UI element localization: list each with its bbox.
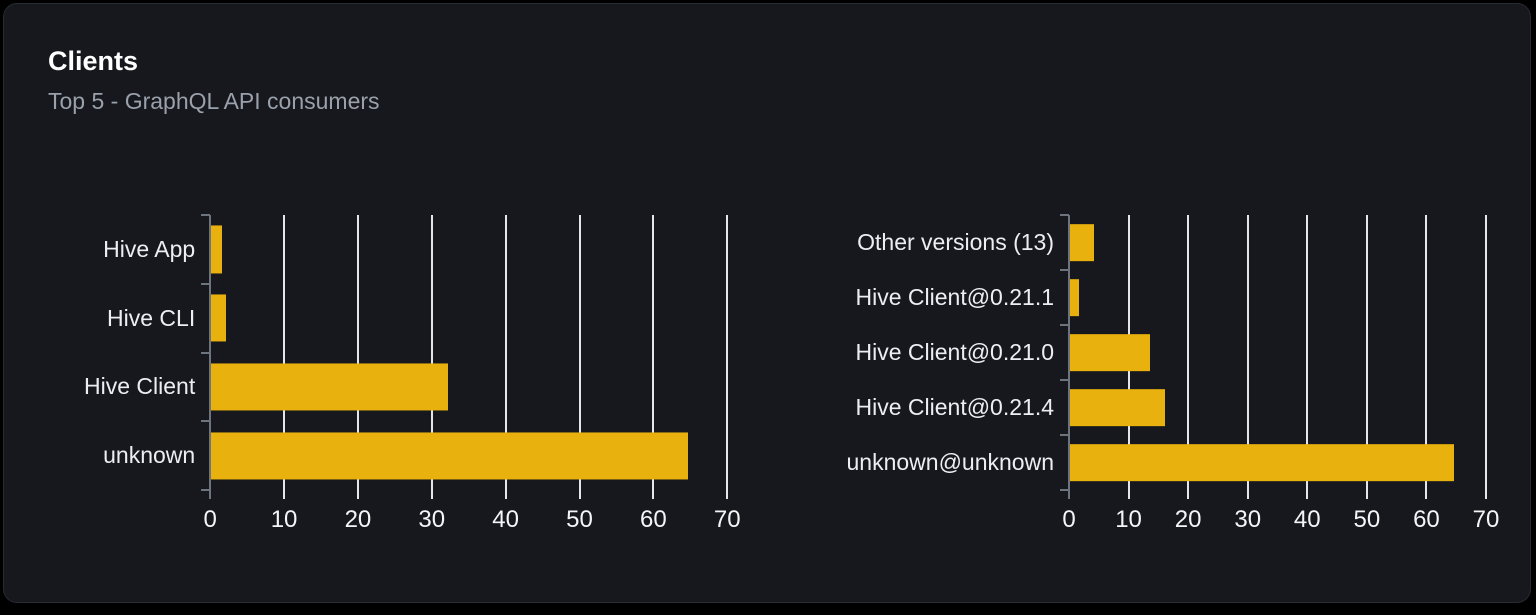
x-tick-label: 40 [492, 506, 519, 534]
axis-boundary-tick [201, 351, 211, 354]
bar[interactable] [1070, 333, 1151, 372]
x-tick-label: 70 [1472, 506, 1500, 534]
bar[interactable] [211, 294, 226, 342]
x-axis: 0 10 20 30 40 50 60 70 [204, 506, 741, 546]
gridline [726, 215, 729, 500]
category-label: unknown@unknown [846, 449, 1054, 476]
x-tick-label: 30 [1234, 506, 1262, 534]
category-label: Other versions (13) [857, 229, 1054, 256]
card-header: Clients Top 5 - GraphQL API consumers [4, 4, 1530, 115]
client-versions-chart: Other versions (13) Hive Client@0.21.1 Hiv… [847, 214, 1499, 546]
y-axis-labels: Hive App Hive CLI Hive Client unknown [84, 215, 210, 490]
bar[interactable] [1070, 278, 1079, 317]
x-tick-label: 10 [1115, 506, 1142, 534]
gridline [1246, 215, 1249, 500]
gridline [356, 215, 359, 500]
category-label: Hive Client@0.21.1 [855, 284, 1055, 311]
gridline [1425, 215, 1428, 500]
x-tick-label: 20 [1174, 506, 1202, 534]
x-tick-label: 20 [344, 506, 372, 534]
x-tick-label: 10 [270, 506, 298, 534]
category-label: Hive Client@0.21.0 [855, 339, 1055, 366]
axis-boundary-tick [1060, 214, 1069, 217]
x-tick-label: 0 [203, 506, 217, 534]
plot-area [1060, 214, 1487, 500]
category-label: unknown [103, 442, 196, 469]
card-title: Clients [48, 46, 139, 76]
y-axis-line [1068, 215, 1070, 500]
x-tick-label: 60 [1413, 506, 1440, 534]
clients-chart: Hive App Hive CLI Hive Client unknown 0 10 20 3… [84, 214, 741, 546]
axis-boundary-tick [1060, 379, 1069, 382]
x-tick-label: 40 [1293, 506, 1321, 534]
axis-boundary-tick [201, 420, 211, 423]
bar[interactable] [1070, 443, 1455, 482]
x-tick-label: 0 [1062, 506, 1076, 534]
x-tick-label: 30 [418, 506, 446, 534]
axis-boundary-tick [1060, 269, 1069, 272]
x-tick-label: 50 [1353, 506, 1381, 534]
axis-boundary-tick [201, 214, 211, 217]
gridline [652, 215, 655, 500]
category-label: Hive App [103, 235, 196, 262]
bar[interactable] [211, 432, 688, 480]
clients-card: Clients Top 5 - GraphQL API consumers Hi… [3, 3, 1531, 603]
plot-area [201, 214, 729, 500]
x-tick-label: 70 [713, 506, 741, 534]
axis-boundary-tick [201, 282, 211, 285]
gridline [283, 215, 286, 500]
axis-boundary-tick [201, 489, 211, 492]
axis-boundary-tick [1060, 489, 1069, 492]
axis-boundary-tick [1060, 324, 1069, 327]
bar[interactable] [211, 363, 448, 411]
gridline [1485, 215, 1487, 500]
bar[interactable] [1070, 223, 1094, 262]
gridline [1306, 215, 1309, 500]
gridline [1187, 215, 1190, 500]
charts-row: Hive App Hive CLI Hive Client unknown 0 10 20 3… [4, 214, 1530, 546]
gridline [430, 215, 433, 500]
y-axis-labels: Other versions (13) Hive Client@0.21.1 Hiv… [847, 215, 1069, 490]
category-label: Hive Client [84, 373, 196, 400]
gridline [1365, 215, 1368, 500]
x-tick-label: 60 [640, 506, 667, 534]
gridline [578, 215, 581, 500]
y-axis-line [209, 215, 212, 500]
x-tick-label: 50 [566, 506, 593, 534]
bar[interactable] [1070, 388, 1166, 427]
x-axis: 0 10 20 30 40 50 60 70 [1062, 506, 1499, 546]
gridline [504, 215, 507, 500]
category-label: Hive Client@0.21.4 [855, 394, 1055, 421]
bar[interactable] [211, 225, 223, 273]
card-subtitle: Top 5 - GraphQL API consumers [48, 88, 380, 115]
axis-boundary-tick [1060, 434, 1069, 437]
category-label: Hive CLI [107, 304, 196, 331]
